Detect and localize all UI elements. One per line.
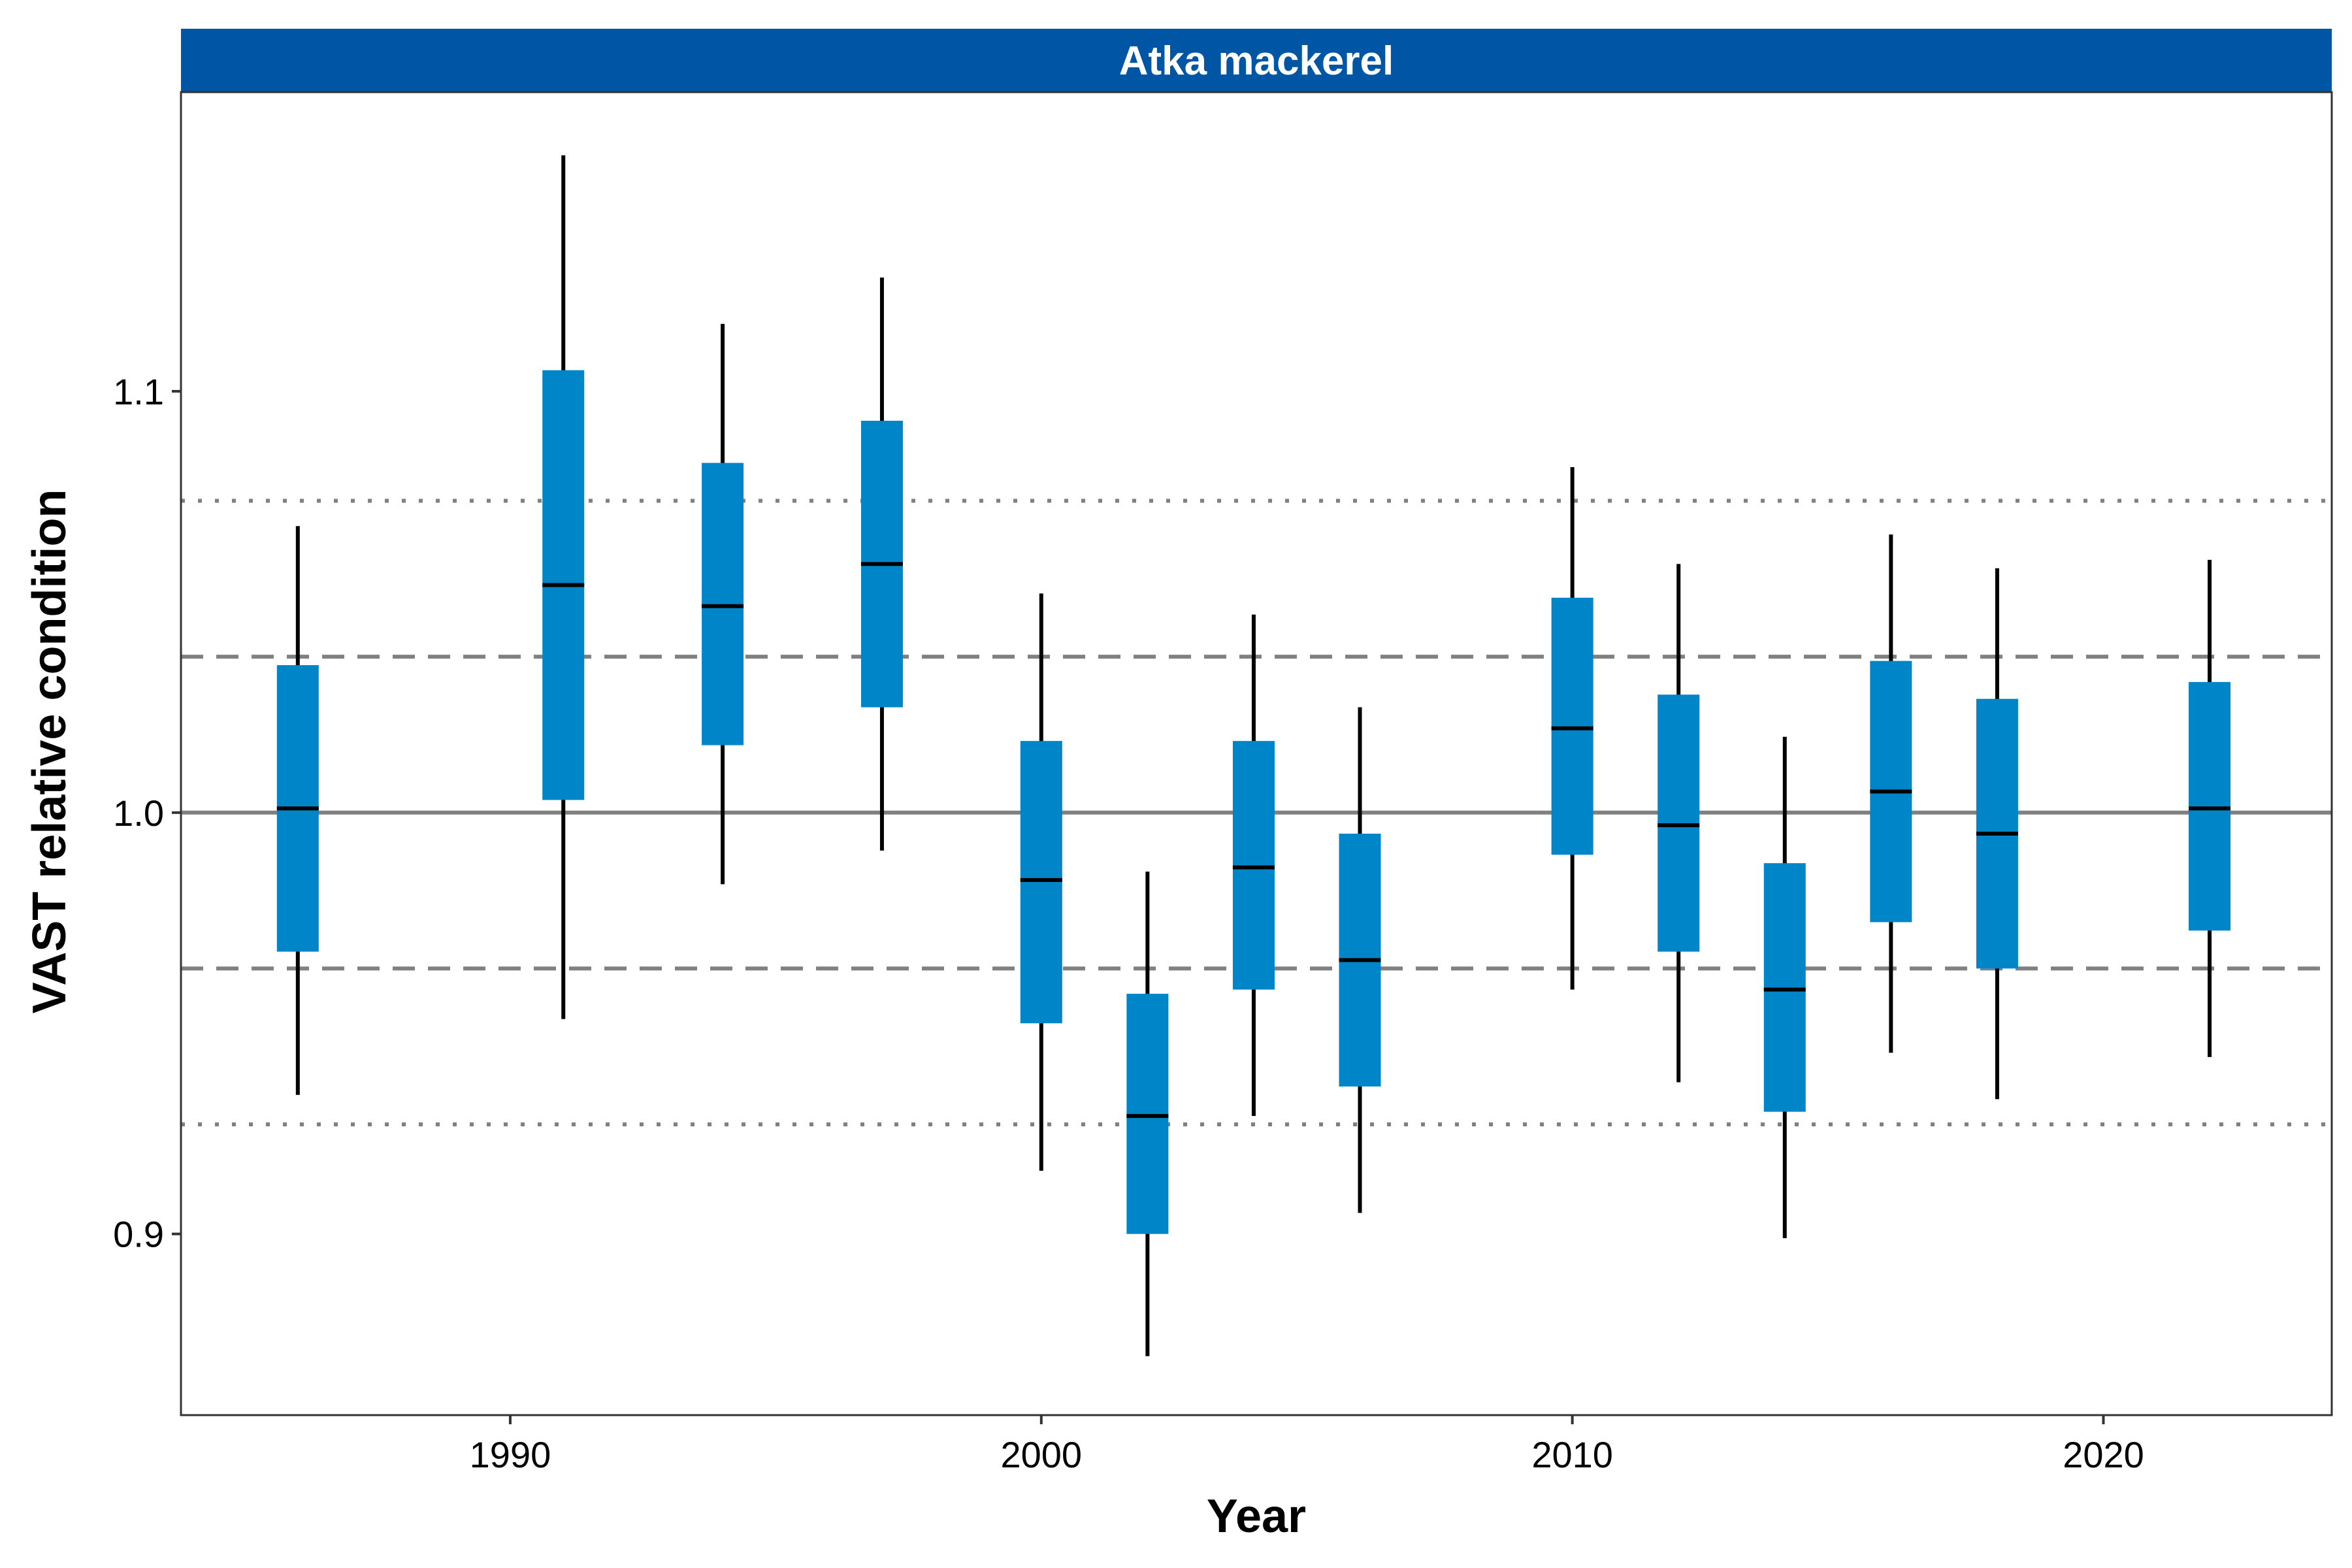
y-tick-label-0.9: 0.9 <box>113 1214 164 1255</box>
y-tick-label-1: 1.0 <box>113 792 164 834</box>
box-1986 <box>276 526 319 1095</box>
box-2006 <box>1339 707 1381 1213</box>
x-axis-title: Year <box>1207 1490 1306 1543</box>
box-body-2004 <box>1232 741 1275 990</box>
y-tick-label-1.1: 1.1 <box>113 371 164 412</box>
box-1991 <box>542 155 585 1019</box>
y-axis-title: VAST relative condition <box>24 489 76 1014</box>
box-body-2014 <box>1763 863 1806 1112</box>
plot-panel-border <box>180 91 2333 1416</box>
box-1997 <box>860 277 903 851</box>
box-body-2002 <box>1126 994 1169 1234</box>
facet-strip <box>181 29 2332 92</box>
x-tick-label-2010: 2010 <box>1531 1434 1613 1475</box>
box-2012 <box>1658 564 1700 1083</box>
box-2016 <box>1870 534 1912 1053</box>
box-2004 <box>1232 614 1275 1117</box>
facet-title: Atka mackerel <box>1119 39 1394 84</box>
box-2018 <box>1976 568 2018 1100</box>
box-series <box>276 155 2231 1356</box>
axes: 1990 2000 2010 2020 0.9 1.0 1.1 <box>113 371 2144 1475</box>
box-body-2010 <box>1551 597 1593 855</box>
x-tick-label-2020: 2020 <box>2063 1434 2144 1475</box>
box-body-2012 <box>1658 694 1700 952</box>
box-2022 <box>2189 559 2231 1057</box>
box-2014 <box>1763 736 1806 1239</box>
box-2002 <box>1126 872 1169 1356</box>
box-body-2022 <box>2189 681 2231 931</box>
box-2010 <box>1551 466 1593 990</box>
box-body-1994 <box>702 463 744 745</box>
box-1994 <box>702 323 744 885</box>
box-2000 <box>1020 593 1062 1171</box>
x-tick-label-1990: 1990 <box>470 1434 551 1475</box>
box-body-2000 <box>1020 741 1062 1024</box>
x-tick-label-2000: 2000 <box>1001 1434 1083 1475</box>
